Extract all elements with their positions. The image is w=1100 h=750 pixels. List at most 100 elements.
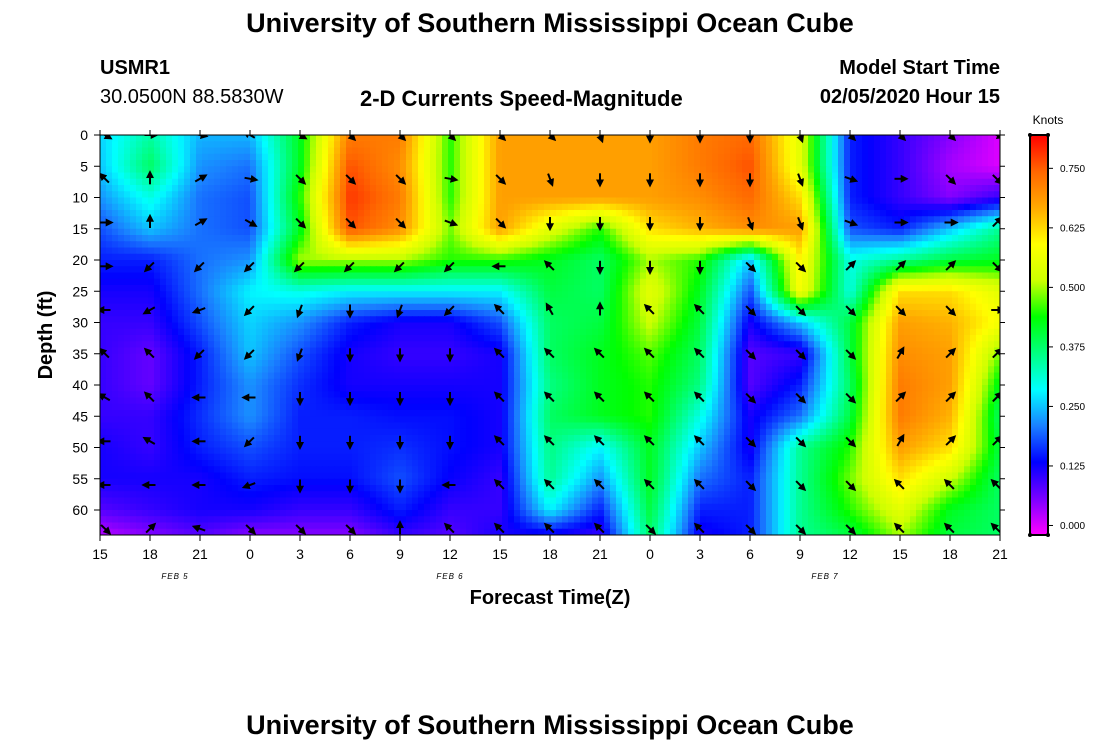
- heatmap-cell: [418, 141, 425, 149]
- heatmap-cell: [448, 197, 455, 205]
- heatmap-cell: [406, 335, 413, 342]
- heatmap-cell: [520, 172, 527, 180]
- heatmap-cell: [604, 235, 611, 242]
- heatmap-cell: [358, 310, 365, 317]
- heatmap-cell: [376, 253, 383, 261]
- heatmap-cell: [382, 197, 389, 205]
- heatmap-cell: [796, 166, 803, 174]
- heatmap-cell: [298, 241, 305, 249]
- heatmap-cell: [736, 328, 743, 336]
- heatmap-cell: [508, 278, 515, 286]
- heatmap-cell: [232, 210, 239, 217]
- heatmap-cell: [724, 335, 731, 342]
- heatmap-cell: [574, 266, 581, 274]
- heatmap-cell: [688, 266, 695, 274]
- heatmap-cell: [808, 222, 815, 230]
- heatmap-cell: [202, 241, 209, 249]
- heatmap-cell: [700, 185, 707, 192]
- heatmap-cell: [946, 316, 953, 324]
- heatmap-cell: [658, 310, 665, 317]
- heatmap-cell: [976, 297, 983, 305]
- heatmap-cell: [316, 191, 323, 199]
- heatmap-cell: [460, 222, 467, 230]
- heatmap-cell: [190, 210, 197, 217]
- heatmap-cell: [772, 147, 779, 155]
- heatmap-cell: [772, 291, 779, 299]
- heatmap-cell: [988, 228, 995, 236]
- heatmap-cell: [568, 285, 575, 292]
- heatmap-cell: [238, 153, 245, 161]
- heatmap-cell: [856, 303, 863, 311]
- heatmap-cell: [484, 247, 491, 255]
- heatmap-cell: [304, 253, 311, 261]
- heatmap-cell: [376, 310, 383, 317]
- heatmap-cell: [190, 135, 197, 142]
- heatmap-cell: [418, 191, 425, 199]
- heatmap-cell: [940, 291, 947, 299]
- heatmap-cell: [268, 141, 275, 149]
- heatmap-cell: [130, 141, 137, 149]
- heatmap-cell: [868, 310, 875, 317]
- heatmap-cell: [910, 310, 917, 317]
- heatmap-cell: [178, 178, 185, 186]
- heatmap-cell: [970, 285, 977, 292]
- heatmap-cell: [232, 235, 239, 242]
- heatmap-cell: [958, 153, 965, 161]
- heatmap-cell: [340, 185, 347, 192]
- heatmap-cell: [508, 160, 515, 167]
- heatmap-cell: [844, 272, 851, 280]
- heatmap-cell: [844, 285, 851, 292]
- heatmap-cell: [874, 303, 881, 311]
- heatmap-cell: [322, 322, 329, 330]
- heatmap-cell: [574, 135, 581, 142]
- heatmap-cell: [730, 235, 737, 242]
- heatmap-cell: [334, 222, 341, 230]
- heatmap-cell: [382, 303, 389, 311]
- heatmap-cell: [514, 260, 521, 267]
- heatmap-cell: [280, 222, 287, 230]
- heatmap-cell: [166, 335, 173, 342]
- heatmap-cell: [496, 191, 503, 199]
- heatmap-cell: [724, 203, 731, 211]
- heatmap-cell: [112, 266, 119, 274]
- heatmap-cell: [856, 135, 863, 142]
- heatmap-cell: [922, 216, 929, 224]
- heatmap-cell: [688, 310, 695, 317]
- heatmap-cell: [754, 135, 761, 142]
- heatmap-cell: [574, 147, 581, 155]
- heatmap-cell: [574, 291, 581, 299]
- heatmap-cell: [478, 153, 485, 161]
- heatmap-cell: [550, 291, 557, 299]
- heatmap-cell: [808, 147, 815, 155]
- heatmap-cell: [670, 260, 677, 267]
- heatmap-cell: [202, 260, 209, 267]
- heatmap-cell: [802, 160, 809, 167]
- heatmap-cell: [838, 235, 845, 242]
- heatmap-cell: [646, 147, 653, 155]
- heatmap-cell: [232, 291, 239, 299]
- heatmap-cell: [190, 266, 197, 274]
- heatmap-cell: [724, 328, 731, 336]
- heatmap-cell: [280, 328, 287, 336]
- heatmap-cell: [226, 147, 233, 155]
- heatmap-cell: [856, 216, 863, 224]
- heatmap-cell: [922, 210, 929, 217]
- heatmap-cell: [280, 191, 287, 199]
- heatmap-cell: [700, 272, 707, 280]
- heatmap-cell: [760, 191, 767, 199]
- heatmap-cell: [334, 266, 341, 274]
- heatmap-cell: [826, 197, 833, 205]
- heatmap-cell: [724, 310, 731, 317]
- heatmap-cell: [208, 272, 215, 280]
- heatmap-cell: [214, 141, 221, 149]
- heatmap-cell: [994, 172, 1000, 180]
- heatmap-cell: [502, 147, 509, 155]
- heatmap-cell: [856, 272, 863, 280]
- heatmap-cell: [736, 235, 743, 242]
- heatmap-cell: [136, 135, 143, 142]
- heatmap-cell: [562, 260, 569, 267]
- heatmap-cell: [874, 291, 881, 299]
- heatmap-cell: [106, 141, 113, 149]
- heatmap-cell: [334, 341, 341, 349]
- heatmap-cell: [754, 285, 761, 292]
